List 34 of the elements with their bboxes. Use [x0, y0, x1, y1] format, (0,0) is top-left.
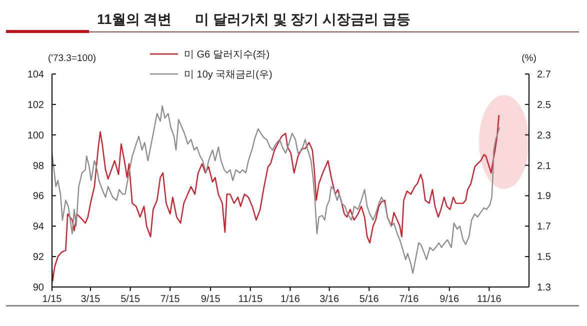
- y-tick-label: 100: [27, 130, 44, 142]
- y-tick-label: 94: [32, 222, 44, 233]
- x-tick-label: 11/16: [477, 294, 502, 305]
- chart-title: 11월의 격변: [97, 11, 172, 27]
- y2-tick-label: 1.5: [537, 252, 552, 264]
- chart-subtitle: 미 달러가치 및 장기 시장금리 급등: [195, 11, 410, 27]
- y-tick-label: 92: [32, 252, 44, 264]
- y-axis-title: ('73.3=100): [48, 53, 96, 64]
- y2-tick-label: 2.5: [537, 100, 552, 111]
- x-tick-label: 5/15: [120, 294, 140, 305]
- y-tick-label: 90: [32, 282, 44, 294]
- x-tick-label: 9/16: [440, 294, 460, 305]
- y2-tick-label: 1.7: [537, 222, 552, 233]
- y2-tick-label: 2.7: [537, 70, 552, 80]
- x-tick-label: 3/15: [80, 294, 101, 305]
- x-tick-label: 1/16: [280, 294, 300, 305]
- x-tick-label: 7/15: [160, 294, 180, 305]
- y-tick-label: 104: [27, 70, 44, 80]
- y2-tick-label: 1.9: [537, 191, 552, 202]
- x-tick-label: 5/16: [359, 294, 380, 305]
- y2-tick-label: 2.1: [537, 160, 552, 172]
- y2-tick-label: 2.3: [537, 130, 552, 142]
- x-tick-label: 7/16: [399, 294, 420, 305]
- y-tick-label: 96: [32, 191, 44, 202]
- y2-axis-title: (%): [522, 53, 536, 64]
- legend-label: 미 10y 국채금리(우): [184, 70, 272, 80]
- y-tick-label: 102: [27, 100, 44, 111]
- legend-label: 미 G6 달러지수(좌): [184, 50, 270, 60]
- x-tick-label: 9/15: [200, 294, 221, 305]
- y-tick-label: 98: [32, 160, 44, 172]
- x-tick-label: 3/16: [320, 294, 340, 305]
- x-tick-label: 1/15: [42, 294, 62, 305]
- x-tick-label: 11/15: [238, 294, 263, 305]
- y2-tick-label: 1.3: [537, 282, 552, 294]
